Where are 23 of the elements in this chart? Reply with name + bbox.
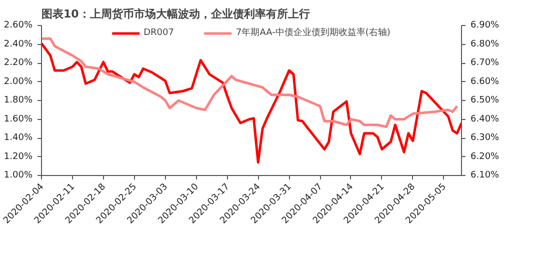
y-tick-label: 2.00% bbox=[4, 76, 33, 87]
legend-label: DR007 bbox=[144, 28, 174, 38]
legend-label: 7年期AA-中债企业债到期收益率(右轴) bbox=[236, 26, 390, 39]
y-tick-label: 2.20% bbox=[4, 58, 33, 68]
y-tick-label: 1.00% bbox=[4, 170, 33, 180]
chart-title: 图表10：上周货币市场大幅波动，企业债利率有所上行 bbox=[42, 8, 310, 20]
y2-tick-label: 6.30% bbox=[470, 133, 500, 143]
y-tick-label: 2.60% bbox=[4, 20, 33, 30]
y2-tick-label: 6.20% bbox=[470, 152, 500, 162]
line-series bbox=[42, 37, 458, 128]
y2-tick-label: 6.80% bbox=[470, 39, 500, 50]
y2-tick-label: 6.90% bbox=[470, 20, 500, 30]
line-series bbox=[42, 42, 462, 164]
y-tick-label: 1.40% bbox=[4, 133, 33, 143]
y-tick-label: 1.60% bbox=[4, 114, 33, 124]
y2-tick-label: 6.60% bbox=[470, 76, 500, 87]
y2-tick-label: 6.50% bbox=[470, 96, 500, 106]
y2-tick-label: 6.10% bbox=[470, 170, 500, 180]
y-tick-label: 1.20% bbox=[4, 152, 33, 162]
y2-tick-label: 6.40% bbox=[470, 114, 500, 124]
y-tick-label: 1.80% bbox=[4, 96, 33, 106]
y2-tick-label: 6.70% bbox=[470, 58, 500, 68]
y-tick-label: 2.40% bbox=[4, 39, 33, 50]
